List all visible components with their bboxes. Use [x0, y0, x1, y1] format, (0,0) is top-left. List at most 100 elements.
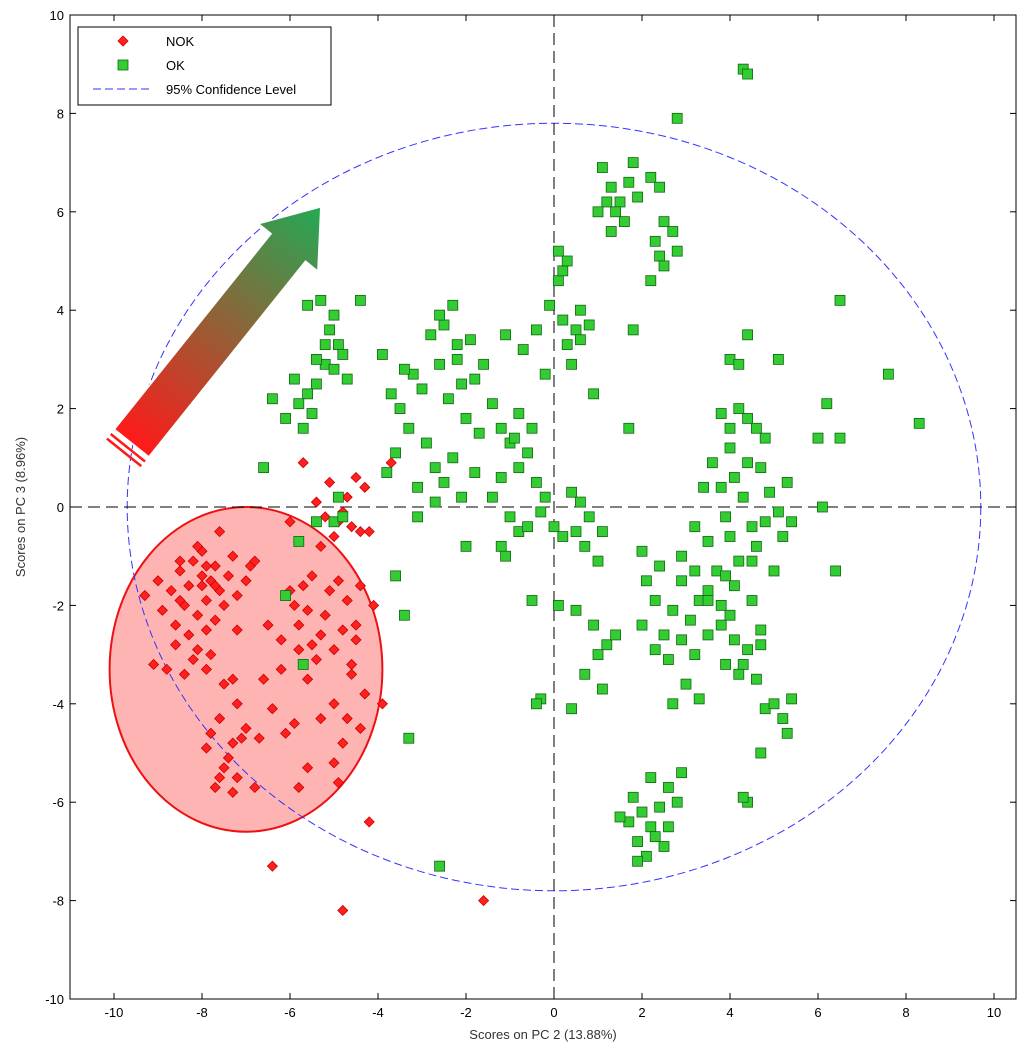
ok-point — [425, 329, 437, 341]
ok-point — [478, 358, 490, 370]
ok-point — [451, 339, 463, 351]
ok-point — [636, 619, 648, 631]
ok-point — [746, 595, 758, 606]
nok-point — [341, 594, 353, 607]
ok-point — [821, 398, 833, 410]
ok-point — [614, 196, 626, 208]
ok-point — [513, 408, 525, 419]
nok-point — [302, 604, 314, 616]
x-tick-label: -4 — [372, 1005, 384, 1020]
ok-point — [280, 413, 292, 424]
ok-point — [667, 698, 679, 710]
nok-point — [249, 555, 261, 567]
ok-point — [755, 462, 767, 474]
ok-point — [310, 516, 322, 528]
ok-point — [464, 334, 476, 346]
ok-point — [293, 398, 305, 410]
ok-point — [733, 358, 745, 370]
nok-point — [209, 560, 221, 572]
ok-point — [288, 373, 300, 385]
nok-point — [350, 619, 362, 631]
ok-point — [442, 393, 454, 405]
ok-point — [759, 432, 771, 444]
ok-point — [667, 604, 679, 616]
ok-point — [702, 595, 714, 606]
ok-point — [319, 339, 331, 351]
ok-point — [570, 604, 582, 616]
ok-point — [676, 550, 687, 562]
y-tick-label: 4 — [57, 303, 64, 318]
nok-point — [187, 555, 199, 567]
ok-point — [671, 796, 683, 808]
ok-point — [733, 668, 745, 680]
nok-point — [161, 663, 173, 675]
nok-point — [288, 717, 300, 730]
ok-point — [773, 353, 784, 365]
ok-point — [531, 698, 542, 710]
ok-point — [724, 609, 736, 621]
series-nok — [139, 457, 490, 917]
ok-point — [337, 349, 349, 360]
ok-point — [553, 245, 564, 257]
ok-point — [720, 570, 731, 582]
ok-point — [531, 476, 542, 488]
ok-point — [522, 447, 533, 459]
ok-point — [434, 309, 446, 321]
ok-point — [658, 260, 670, 272]
y-tick-label: -6 — [52, 795, 64, 810]
nok-point — [293, 781, 305, 794]
nok-point — [284, 516, 296, 528]
nok-point — [293, 644, 305, 656]
ok-point — [689, 521, 701, 533]
nok-point — [324, 585, 336, 597]
ok-point — [610, 629, 621, 641]
nok-point — [310, 653, 322, 666]
nok-point — [332, 776, 344, 789]
ok-point — [781, 476, 793, 488]
nok-point — [315, 540, 327, 552]
nok-point — [350, 634, 362, 646]
trend-arrow-tail-stripe — [109, 432, 146, 463]
ok-point — [667, 226, 679, 237]
nok-point — [262, 619, 274, 631]
ok-point — [583, 511, 595, 523]
nok-point — [319, 609, 331, 621]
ok-point — [702, 585, 714, 597]
ok-point — [398, 363, 410, 375]
ok-point — [566, 358, 577, 370]
ok-point — [610, 206, 621, 218]
trend-arrow — [113, 205, 322, 458]
ok-point — [381, 467, 393, 478]
nok-point — [319, 511, 331, 523]
ok-point — [535, 506, 547, 518]
nok-point — [227, 786, 239, 798]
ok-point — [632, 836, 643, 847]
nok-point — [354, 580, 366, 592]
ok-point — [539, 368, 551, 380]
nok-point — [346, 521, 358, 533]
nok-point — [192, 540, 204, 552]
nok-point — [258, 673, 270, 685]
ok-point — [768, 565, 780, 577]
y-axis-label: Scores on PC 3 (8.96%) — [13, 437, 28, 577]
ok-point — [645, 171, 657, 183]
nok-point — [227, 550, 239, 562]
ok-point — [715, 600, 727, 611]
ok-point — [306, 408, 318, 419]
nok-point — [280, 727, 292, 739]
ok-point — [473, 427, 485, 439]
ok-point — [742, 413, 753, 424]
ok-point — [531, 324, 542, 336]
ok-point — [786, 693, 797, 705]
ok-point — [693, 693, 705, 705]
ok-point — [764, 486, 775, 498]
ok-point — [751, 422, 762, 434]
legend: NOK OK 95% Confidence Level — [77, 26, 332, 106]
nok-point — [183, 580, 195, 592]
ok-point — [324, 324, 336, 336]
ok-point — [830, 565, 841, 577]
ok-point — [447, 299, 459, 311]
ok-point — [817, 501, 828, 513]
ok-point — [575, 334, 586, 346]
ok-point — [645, 772, 657, 783]
